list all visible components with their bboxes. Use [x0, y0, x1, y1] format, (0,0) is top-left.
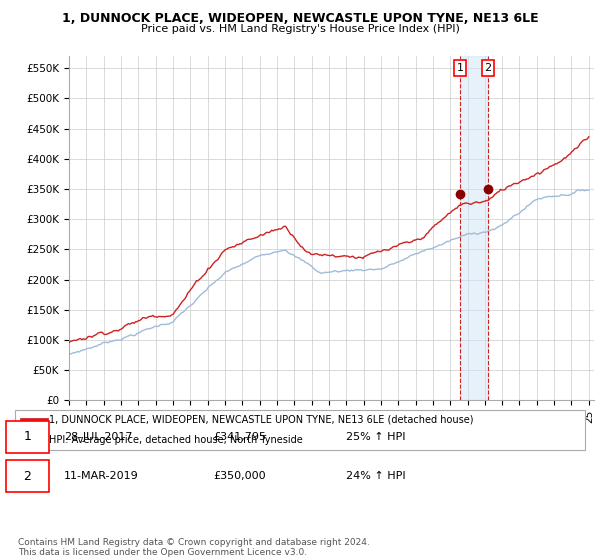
Text: 11-MAR-2019: 11-MAR-2019	[64, 471, 139, 481]
Text: £350,000: £350,000	[214, 471, 266, 481]
FancyBboxPatch shape	[15, 410, 585, 450]
Text: 25% ↑ HPI: 25% ↑ HPI	[346, 432, 406, 442]
Text: 24% ↑ HPI: 24% ↑ HPI	[346, 471, 406, 481]
FancyBboxPatch shape	[6, 460, 49, 492]
Bar	[460, 56, 488, 400]
FancyBboxPatch shape	[6, 421, 49, 453]
Text: 1, DUNNOCK PLACE, WIDEOPEN, NEWCASTLE UPON TYNE, NE13 6LE: 1, DUNNOCK PLACE, WIDEOPEN, NEWCASTLE UP…	[62, 12, 538, 25]
Text: Contains HM Land Registry data © Crown copyright and database right 2024.
This d: Contains HM Land Registry data © Crown c…	[18, 538, 370, 557]
Text: 2: 2	[23, 469, 31, 483]
Text: HPI: Average price, detached house, North Tyneside: HPI: Average price, detached house, Nort…	[49, 435, 303, 445]
Text: £341,795: £341,795	[214, 432, 266, 442]
Text: 2: 2	[485, 63, 491, 73]
Text: 1, DUNNOCK PLACE, WIDEOPEN, NEWCASTLE UPON TYNE, NE13 6LE (detached house): 1, DUNNOCK PLACE, WIDEOPEN, NEWCASTLE UP…	[49, 414, 474, 424]
Text: Price paid vs. HM Land Registry's House Price Index (HPI): Price paid vs. HM Land Registry's House …	[140, 24, 460, 34]
Text: 1: 1	[457, 63, 464, 73]
Text: 28-JUL-2017: 28-JUL-2017	[64, 432, 133, 442]
Text: 1: 1	[23, 430, 31, 444]
